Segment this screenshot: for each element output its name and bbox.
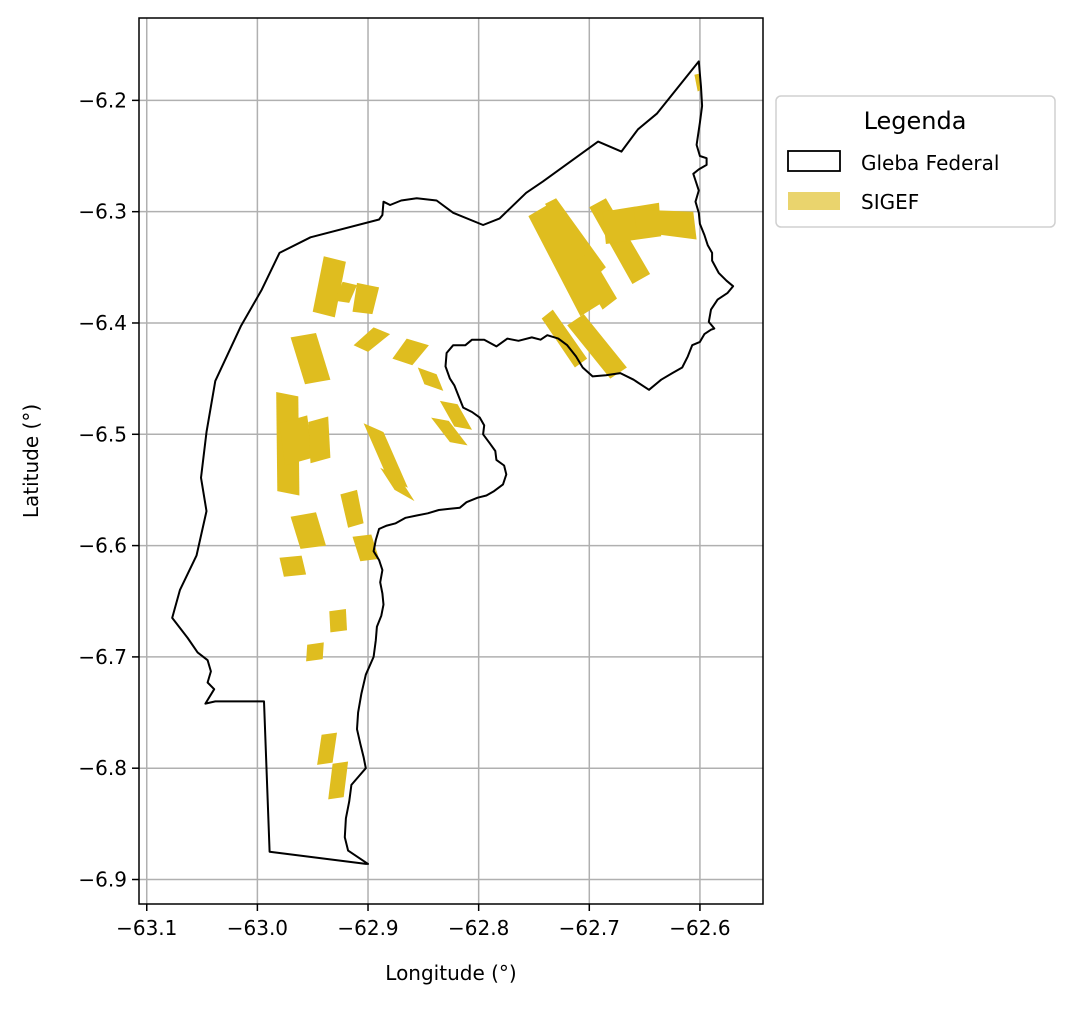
y-tick-label-1: −6.3 bbox=[78, 200, 127, 224]
y-axis-label: Latitude (°) bbox=[19, 404, 43, 518]
sigef-parcel-27 bbox=[329, 609, 347, 633]
x-tick-label-2: −62.9 bbox=[337, 916, 398, 940]
x-tick-label-3: −62.8 bbox=[448, 916, 509, 940]
sigef-parcel-19 bbox=[279, 415, 313, 466]
x-axis-ticks: −63.1 −63.0 −62.9 −62.8 −62.7 −62.6 bbox=[116, 904, 731, 940]
sigef-parcel-10 bbox=[334, 281, 357, 303]
x-tick-label-0: −63.1 bbox=[116, 916, 177, 940]
y-tick-label-5: −6.7 bbox=[78, 645, 127, 669]
sigef-parcel-30 bbox=[328, 761, 349, 800]
axes-frame bbox=[138, 17, 764, 905]
y-tick-label-0: −6.2 bbox=[78, 88, 127, 112]
sigef-parcel-23 bbox=[363, 423, 408, 488]
y-tick-label-3: −6.5 bbox=[78, 422, 127, 446]
sigef-parcel-13 bbox=[392, 338, 429, 366]
sigef-parcel-12 bbox=[353, 327, 391, 352]
y-tick-label-2: −6.4 bbox=[78, 311, 127, 335]
sigef-layer bbox=[276, 73, 703, 800]
sigef-parcel-4 bbox=[633, 209, 697, 240]
sigef-parcel-21 bbox=[290, 512, 326, 549]
sigef-parcel-26 bbox=[352, 534, 380, 562]
y-tick-label-4: −6.6 bbox=[78, 534, 127, 558]
legend-swatch-gleba bbox=[787, 150, 841, 172]
x-axis-label: Longitude (°) bbox=[385, 961, 516, 985]
gleba-federal-boundary bbox=[171, 60, 735, 865]
sigef-parcel-15 bbox=[439, 400, 472, 430]
legend-title: Legenda bbox=[864, 107, 967, 135]
sigef-parcel-22 bbox=[279, 555, 307, 577]
sigef-parcel-0 bbox=[528, 201, 607, 317]
legend-frame bbox=[775, 95, 1056, 228]
x-tick-label-4: −62.7 bbox=[559, 916, 620, 940]
y-tick-label-7: −6.9 bbox=[78, 868, 127, 892]
sigef-parcel-6 bbox=[541, 309, 588, 368]
sigef-parcel-29 bbox=[317, 732, 337, 765]
y-tick-label-6: −6.8 bbox=[78, 756, 127, 780]
axes-background bbox=[139, 18, 763, 904]
sigef-parcel-11 bbox=[352, 282, 380, 315]
legend-label-sigef: SIGEF bbox=[861, 190, 919, 214]
sigef-parcel-28 bbox=[306, 642, 324, 662]
sigef-parcel-24 bbox=[380, 467, 415, 502]
sigef-parcel-20 bbox=[308, 416, 331, 464]
legend-label-gleba: Gleba Federal bbox=[861, 151, 999, 175]
sigef-parcel-17 bbox=[290, 333, 331, 385]
sigef-parcel-9 bbox=[312, 256, 346, 318]
grid-layer bbox=[139, 18, 763, 904]
gleba-layer bbox=[171, 60, 735, 865]
y-axis-ticks: −6.2 −6.3 −6.4 −6.5 −6.6 −6.7 −6.8 −6.9 bbox=[78, 88, 139, 892]
legend-swatch-sigef bbox=[788, 192, 840, 210]
x-tick-label-1: −63.0 bbox=[227, 916, 288, 940]
x-tick-label-5: −62.6 bbox=[669, 916, 730, 940]
sigef-parcel-16 bbox=[431, 417, 468, 446]
sigef-parcel-5 bbox=[574, 251, 617, 310]
legend: Legenda Gleba Federal SIGEF bbox=[775, 95, 1056, 228]
sigef-parcel-14 bbox=[417, 367, 444, 391]
sigef-parcel-25 bbox=[340, 489, 364, 528]
sigef-parcel-7 bbox=[567, 314, 627, 379]
